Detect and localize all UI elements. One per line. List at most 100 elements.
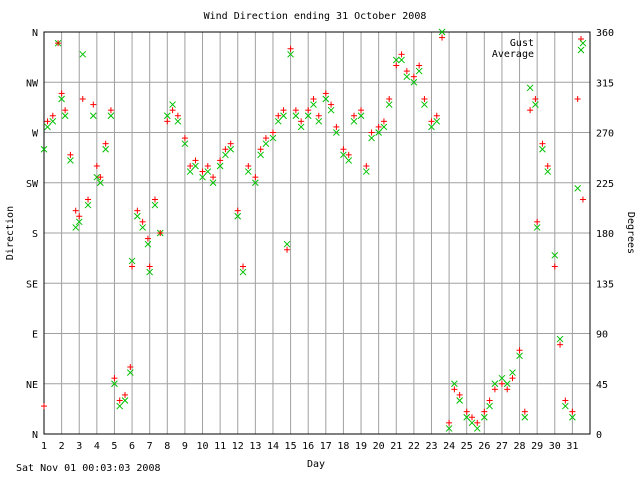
gust-point [284, 246, 291, 253]
chart-title: Wind Direction ending 31 October 2008 [204, 11, 427, 22]
average-point [116, 402, 124, 410]
x-tick-label: 2 [59, 441, 65, 452]
gust-point [90, 101, 97, 108]
gust-point [380, 118, 387, 125]
average-point [257, 151, 264, 159]
gust-point [451, 386, 458, 393]
average-point [234, 212, 242, 220]
gust-point [516, 347, 523, 354]
average-point [533, 224, 541, 231]
gust-point [134, 207, 141, 214]
gust-point [474, 419, 481, 426]
gust-point [333, 123, 340, 130]
average-point [398, 56, 405, 64]
average-point [287, 50, 294, 58]
gust-point [486, 397, 493, 404]
gust-point [305, 107, 312, 114]
average-point [579, 39, 587, 47]
y-left-tick-label: N [32, 28, 38, 39]
average-point [204, 168, 212, 175]
gust-point [275, 112, 282, 119]
x-tick-label: 10 [196, 441, 208, 452]
y-right-tick-label: 0 [596, 430, 602, 441]
average-point [75, 218, 83, 226]
gust-point [199, 168, 206, 175]
average-point [403, 73, 411, 81]
series-gust [41, 34, 586, 426]
gust-point [280, 107, 287, 114]
gust-point [192, 157, 199, 164]
gust-point [287, 45, 294, 52]
plot-frame [43, 31, 591, 435]
gust-point [44, 118, 51, 125]
gust-point [111, 375, 118, 382]
x-tick-label: 17 [320, 441, 332, 452]
average-point [561, 402, 569, 410]
gust-point [157, 230, 164, 236]
average-point [392, 56, 400, 64]
gust-point [504, 386, 511, 393]
gust-point [127, 364, 134, 370]
gust-point [122, 391, 129, 398]
average-point [556, 335, 564, 343]
average-point [428, 123, 435, 131]
average-point [262, 140, 270, 148]
gust-point [363, 163, 370, 169]
grid-lines [43, 31, 590, 435]
average-point [186, 168, 194, 175]
average-point [49, 117, 57, 125]
average-point [480, 413, 488, 421]
gust-point [562, 397, 569, 404]
x-tick-label: 28 [514, 441, 526, 452]
average-point [516, 352, 523, 360]
average-point [438, 28, 446, 36]
average-point [40, 145, 48, 153]
gust-point [222, 146, 229, 153]
average-point [146, 268, 154, 276]
y-left-tick-label: E [32, 330, 38, 341]
y-right-tick-labels: 0 45 90 135 180 225 270 315 360 [596, 28, 614, 441]
average-point [93, 173, 101, 181]
average-point [126, 369, 134, 376]
average-point [574, 184, 582, 192]
gust-point [292, 107, 299, 114]
average-point [463, 413, 471, 421]
y-left-tick-label: SW [26, 179, 39, 190]
gust-point [340, 146, 347, 153]
x-tick-label: 22 [408, 441, 420, 452]
y-right-tick-label: 180 [596, 229, 614, 240]
timestamp-footer: Sat Nov 01 00:03:03 2008 [16, 463, 161, 474]
gust-point [322, 90, 329, 97]
gust-point [544, 163, 551, 169]
average-point [133, 212, 141, 220]
gust-point [521, 408, 528, 415]
average-point [551, 251, 559, 259]
gust-point [468, 414, 475, 421]
average-point [283, 240, 291, 248]
y-right-tick-label: 270 [596, 129, 614, 140]
gust-point [491, 386, 498, 393]
average-point [539, 145, 546, 153]
average-point [297, 123, 305, 131]
gust-point [539, 140, 546, 147]
gust-point [97, 174, 104, 181]
gust-point [85, 196, 92, 203]
gust-point [144, 235, 151, 242]
x-tick-label: 5 [111, 441, 117, 452]
average-point [380, 123, 388, 131]
average-point [532, 101, 539, 108]
gust-point [345, 151, 352, 158]
average-point [252, 179, 259, 187]
average-point [345, 157, 353, 164]
gust-point [217, 157, 224, 164]
y-right-tick-label: 315 [596, 78, 614, 89]
y-right-tick-label: 225 [596, 179, 614, 190]
gust-point [93, 163, 100, 169]
average-point [433, 117, 441, 125]
x-tick-label: 4 [94, 441, 100, 452]
average-point [216, 162, 224, 170]
x-tick-label: 29 [531, 441, 543, 452]
average-point [79, 50, 87, 58]
average-point [67, 157, 74, 164]
